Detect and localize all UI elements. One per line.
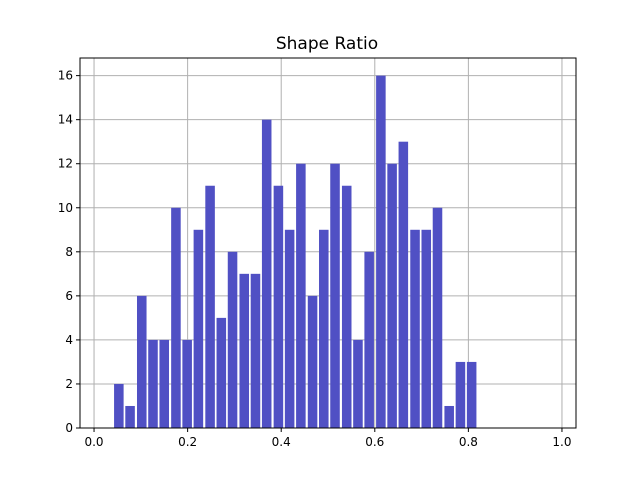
- histogram-bar: [455, 361, 466, 428]
- histogram-bar: [421, 229, 432, 428]
- grid: [80, 58, 576, 429]
- histogram-bar: [227, 251, 238, 428]
- x-tick-label: 0.4: [272, 435, 291, 449]
- x-tick-label: 0.6: [365, 435, 384, 449]
- y-tick-label: 16: [58, 69, 73, 83]
- histogram-bar: [466, 361, 477, 428]
- y-tick-label: 6: [65, 289, 73, 303]
- histogram-bar: [330, 163, 340, 428]
- histogram-bar: [159, 339, 169, 428]
- histogram-bar: [296, 163, 306, 428]
- histogram-bar: [307, 295, 318, 428]
- histogram-bar: [205, 185, 215, 428]
- histogram-bar: [182, 339, 192, 428]
- x-tick-label: 0.0: [84, 435, 103, 449]
- histogram-bar: [273, 185, 284, 428]
- histogram-bar: [341, 185, 352, 428]
- x-tick-label: 1.0: [552, 435, 571, 449]
- histogram-bar: [114, 383, 124, 428]
- histogram-bar: [410, 229, 420, 428]
- histogram-bar: [193, 229, 204, 428]
- histogram-bar: [284, 229, 295, 428]
- histogram-bar: [432, 207, 443, 428]
- chart-title: Shape Ratio: [276, 34, 378, 54]
- histogram-bar: [376, 75, 386, 428]
- y-tick-label: 12: [58, 157, 73, 171]
- axes: 0.0 0.2 0.4 0.6 0.8 1.0 0 2 4 6 8 10 12 14 16: [58, 69, 572, 449]
- x-tick-label: 0.2: [178, 435, 197, 449]
- histogram-bar: [148, 339, 158, 428]
- bars: [114, 75, 477, 429]
- histogram-bar: [353, 339, 363, 428]
- y-tick-label: 10: [58, 201, 73, 215]
- y-tick-label: 0: [65, 421, 73, 435]
- histogram-bar: [387, 163, 397, 428]
- histogram-bar: [319, 229, 329, 428]
- histogram-bar: [239, 273, 250, 428]
- histogram-bar: [261, 119, 272, 429]
- histogram-bar: [398, 141, 409, 428]
- y-tick-label: 14: [58, 113, 73, 127]
- histogram-bar: [216, 317, 227, 428]
- histogram-bar: [444, 405, 454, 428]
- histogram-bar: [364, 251, 374, 428]
- x-tick-label: 0.8: [459, 435, 478, 449]
- histogram-bar: [250, 273, 261, 428]
- histogram-bar: [171, 207, 181, 428]
- histogram-bar: [125, 405, 135, 428]
- y-tick-label: 4: [65, 333, 73, 347]
- plot-frame: [79, 57, 577, 429]
- y-tick-label: 2: [65, 377, 73, 391]
- y-tick-label: 8: [65, 245, 73, 259]
- histogram-bar: [136, 295, 147, 428]
